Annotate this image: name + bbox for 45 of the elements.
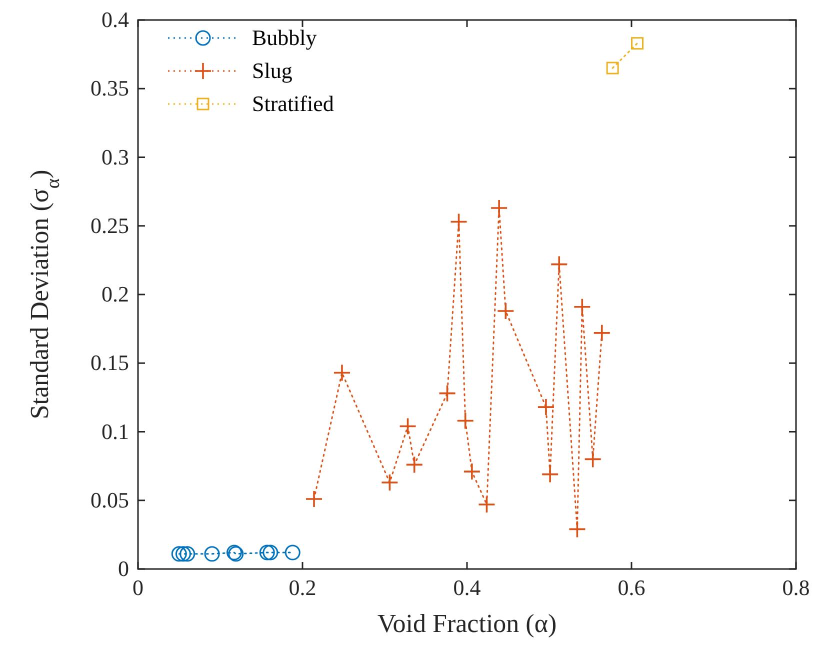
point: [438, 384, 456, 402]
point: [450, 212, 468, 231]
point: [175, 546, 191, 562]
point: [259, 544, 275, 560]
point: [550, 255, 568, 274]
point: [333, 364, 351, 382]
point: [405, 456, 424, 474]
legend-label: Stratified: [252, 91, 334, 116]
x-tick-label: 0.6: [618, 575, 646, 600]
point: [478, 496, 496, 514]
point: [380, 474, 399, 492]
point: [463, 462, 481, 480]
y-tick-label: 0.05: [90, 487, 129, 512]
point: [606, 62, 619, 74]
x-tick-label: 0.4: [453, 575, 481, 600]
point: [204, 546, 220, 562]
point: [284, 544, 300, 560]
point: [456, 412, 474, 430]
y-tick-label: 0.15: [90, 350, 129, 376]
x-tick-label: 0.8: [782, 575, 810, 600]
y-tick-label: 0.2: [102, 282, 129, 306]
point: [584, 450, 602, 468]
point: [537, 398, 555, 416]
point: [496, 302, 515, 320]
point: [398, 417, 417, 436]
y-tick-label: 0.25: [90, 212, 129, 238]
y-tick-label: 0: [118, 556, 129, 581]
point: [568, 520, 586, 538]
point: [573, 298, 592, 316]
point: [631, 37, 644, 50]
legend-label: Bubbly: [252, 25, 317, 50]
point: [541, 465, 559, 484]
point: [171, 546, 187, 562]
point: [490, 199, 508, 217]
y-tick-label: 0.35: [90, 76, 129, 101]
point: [305, 490, 323, 508]
x-axis-title: Void Fraction (α): [377, 609, 557, 638]
point: [592, 324, 611, 342]
x-tick-label: 0.2: [288, 575, 316, 600]
legend-label: Slug: [252, 58, 292, 83]
y-tick-label: 0.4: [102, 7, 129, 32]
y-tick-label: 0.1: [102, 418, 129, 444]
y-tick-label: 0.3: [102, 144, 129, 170]
point: [180, 546, 196, 562]
point: [262, 544, 278, 560]
